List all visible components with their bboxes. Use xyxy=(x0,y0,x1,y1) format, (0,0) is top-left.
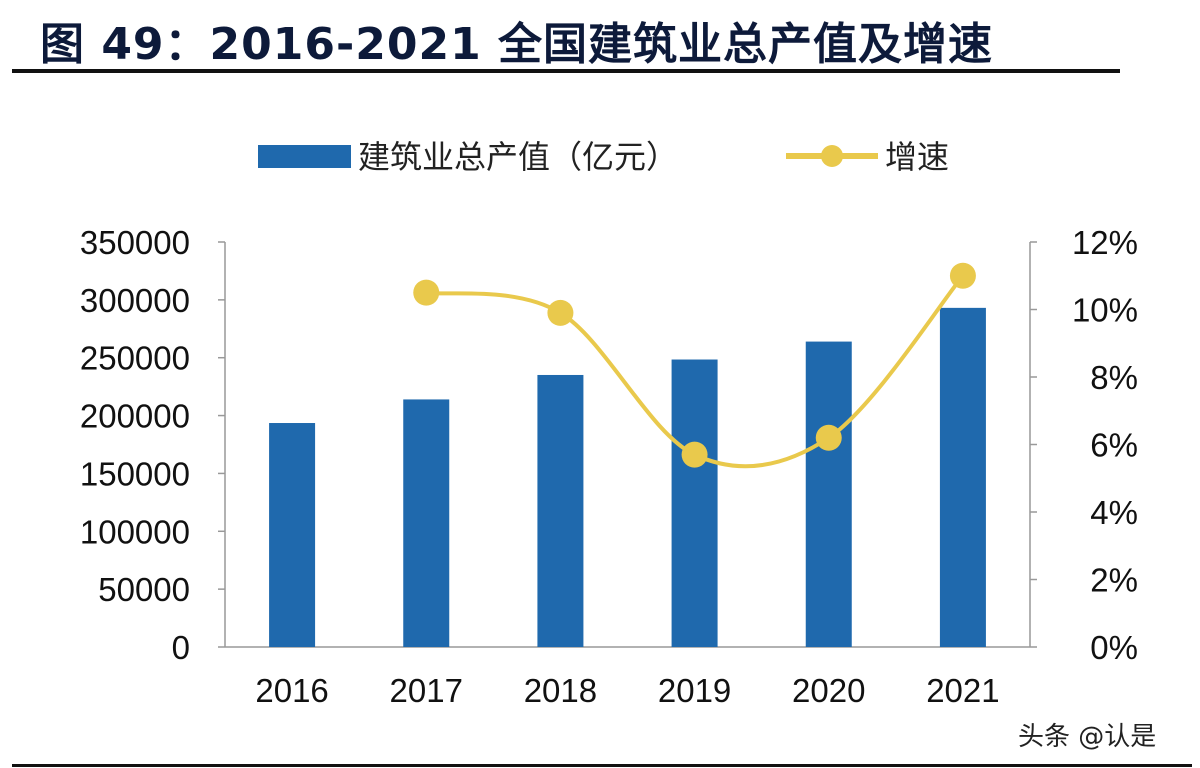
right-tick-label: 4% xyxy=(1090,494,1138,531)
bar-2018 xyxy=(537,374,584,647)
growth-point-2018 xyxy=(547,299,574,326)
chart-title: 图 49：2016-2021 全国建筑业总产值及增速 xyxy=(40,19,994,70)
left-tick-label: 300000 xyxy=(80,282,190,319)
left-tick-label: 50000 xyxy=(98,571,190,608)
legend-bar-label: 建筑业总产值（亿元） xyxy=(358,138,678,176)
x-tick-label: 2019 xyxy=(658,672,731,709)
right-tick-label: 0% xyxy=(1090,629,1138,666)
bar-2017 xyxy=(403,399,450,647)
legend-line-marker xyxy=(821,145,843,167)
x-tick-label: 2020 xyxy=(792,672,865,709)
left-tick-label: 100000 xyxy=(80,513,190,550)
legend-line-label: 增速 xyxy=(885,138,949,176)
x-tick-label: 2021 xyxy=(926,672,999,709)
right-tick-label: 2% xyxy=(1090,562,1138,599)
right-tick-label: 10% xyxy=(1072,292,1138,329)
growth-point-2019 xyxy=(681,441,708,468)
growth-point-2017 xyxy=(413,279,440,306)
bottom-divider xyxy=(12,764,1192,767)
left-tick-label: 200000 xyxy=(80,398,190,435)
right-tick-label: 6% xyxy=(1090,427,1138,464)
left-tick-label: 350000 xyxy=(80,224,190,261)
x-tick-label: 2016 xyxy=(255,672,328,709)
bar-2019 xyxy=(671,359,718,647)
title-divider xyxy=(12,69,1120,73)
x-tick-label: 2018 xyxy=(524,672,597,709)
right-tick-label: 12% xyxy=(1072,224,1138,261)
bar-2020 xyxy=(805,341,852,647)
left-tick-label: 150000 xyxy=(80,455,190,492)
growth-point-2020 xyxy=(815,424,842,451)
bar-2016 xyxy=(269,423,316,647)
growth-point-2021 xyxy=(949,262,976,289)
watermark: 头条 @认是 xyxy=(1018,722,1157,752)
bar-2021 xyxy=(939,307,986,647)
left-tick-label: 250000 xyxy=(80,340,190,377)
x-tick-label: 2017 xyxy=(390,672,463,709)
legend-bar-swatch xyxy=(258,145,351,168)
left-tick-label: 0 xyxy=(172,629,190,666)
right-tick-label: 8% xyxy=(1090,359,1138,396)
